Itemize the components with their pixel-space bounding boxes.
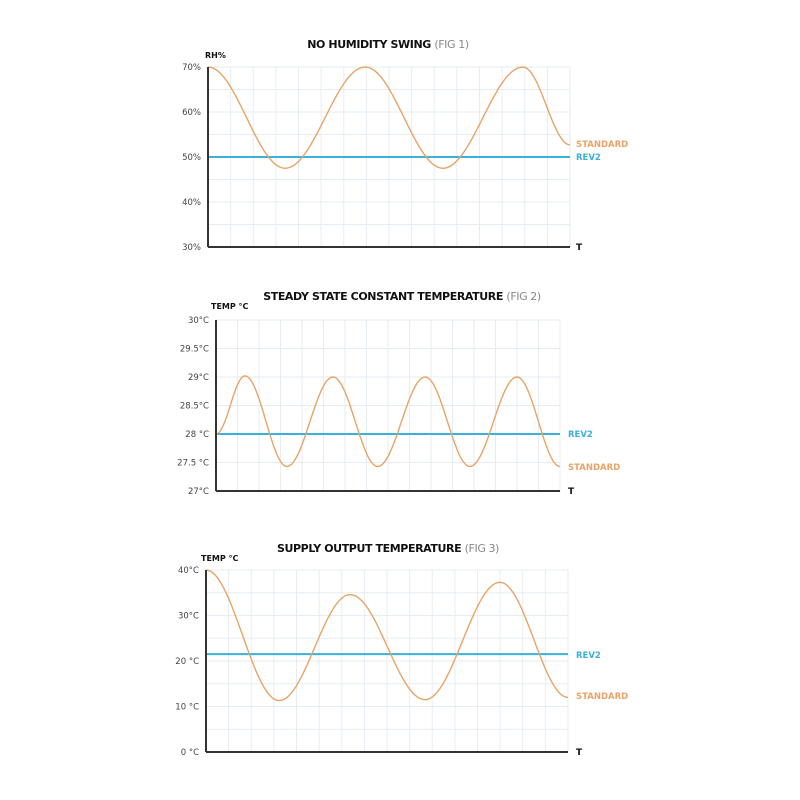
y-tick-label: 20 °C xyxy=(175,657,199,667)
y-tick-label: 28.5°C xyxy=(180,402,209,412)
y-axis-label: TEMP °C xyxy=(211,302,249,311)
chart-1: NO HUMIDITY SWING (FIG 1) RH% 30% 40% 50% 60%… xyxy=(182,38,628,253)
y-tick-label: 28 °C xyxy=(185,430,209,440)
title-suffix: (FIG 3) xyxy=(465,542,499,555)
y-tick-label: 50% xyxy=(182,153,201,163)
series-label-standard: STANDARD xyxy=(568,463,620,473)
x-axis-label: T xyxy=(576,243,583,253)
chart-3: SUPPLY OUTPUT TEMPERATURE (FIG 3) TEMP °C… xyxy=(175,542,628,758)
y-tick-label: 29°C xyxy=(188,373,209,383)
y-tick-label: 29.5°C xyxy=(180,345,209,355)
title-main: STEADY STATE CONSTANT TEMPERATURE xyxy=(263,290,506,303)
y-tick-label: 10 °C xyxy=(175,703,199,713)
y-tick-label: 40°C xyxy=(178,566,199,576)
y-tick-label: 70% xyxy=(182,63,201,73)
series-standard-line xyxy=(205,569,569,702)
chart-title: NO HUMIDITY SWING (FIG 1) xyxy=(307,38,469,51)
series-label-standard: STANDARD xyxy=(576,140,628,150)
y-axis-label: TEMP °C xyxy=(201,554,239,563)
series-label-rev2: REV2 xyxy=(568,430,593,440)
y-tick-label: 60% xyxy=(182,108,201,118)
y-axis-label: RH% xyxy=(205,51,226,60)
x-axis-label: T xyxy=(576,748,583,758)
y-tick-label: 0 °C xyxy=(181,748,199,758)
series-label-rev2: REV2 xyxy=(576,153,601,163)
chart-2: STEADY STATE CONSTANT TEMPERATURE (FIG 2… xyxy=(177,290,620,497)
y-tick-label: 27°C xyxy=(188,487,209,497)
y-tick-label: 30°C xyxy=(178,612,199,622)
title-main: NO HUMIDITY SWING xyxy=(307,38,434,51)
chart-title: SUPPLY OUTPUT TEMPERATURE (FIG 3) xyxy=(277,542,499,555)
series-standard-line xyxy=(207,66,571,170)
x-axis-label: T xyxy=(568,487,575,497)
grid xyxy=(206,569,569,752)
y-tick-label: 27.5 °C xyxy=(177,459,209,469)
grid xyxy=(216,319,561,491)
series-label-rev2: REV2 xyxy=(576,651,601,661)
y-tick-label: 30% xyxy=(182,243,201,253)
title-suffix: (FIG 2) xyxy=(506,290,540,303)
chart-title: STEADY STATE CONSTANT TEMPERATURE (FIG 2… xyxy=(263,290,541,303)
y-tick-label: 40% xyxy=(182,198,201,208)
series-standard-line xyxy=(215,375,561,468)
title-main: SUPPLY OUTPUT TEMPERATURE xyxy=(277,542,465,555)
series-label-standard: STANDARD xyxy=(576,692,628,702)
title-suffix: (FIG 1) xyxy=(434,38,468,51)
y-tick-label: 30°C xyxy=(188,316,209,326)
